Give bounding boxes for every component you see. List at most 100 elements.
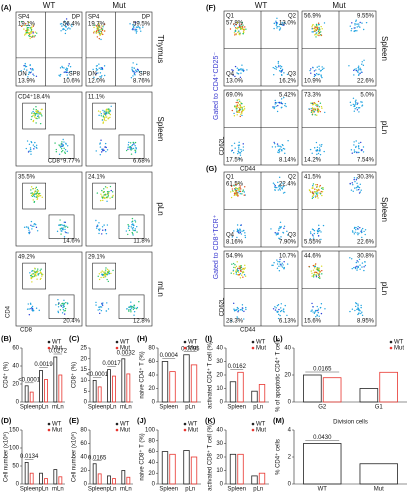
event-dot xyxy=(136,30,138,33)
event-dot xyxy=(101,189,103,192)
event-dot xyxy=(98,114,100,117)
event-dot xyxy=(60,305,63,307)
bar xyxy=(44,379,48,403)
event-dot xyxy=(107,118,109,120)
gate xyxy=(118,294,145,319)
event-dot xyxy=(354,151,356,153)
event-dot xyxy=(30,32,32,34)
event-dot xyxy=(315,141,318,144)
event-dot xyxy=(99,76,101,78)
bar xyxy=(53,469,58,485)
panel-label: (F) xyxy=(206,3,216,12)
y-tick-label: 40 xyxy=(148,373,155,379)
event-dot xyxy=(132,306,135,309)
event-dot xyxy=(363,269,365,272)
event-dot xyxy=(350,104,352,107)
event-dot xyxy=(284,22,286,24)
event-dot xyxy=(232,74,234,76)
y-axis-label: CD8⁺ (%) xyxy=(71,362,78,388)
legend-marker xyxy=(115,422,119,426)
event-dot xyxy=(110,105,112,107)
event-dot xyxy=(283,225,286,228)
event-dot xyxy=(319,277,321,280)
event-dot xyxy=(274,189,276,191)
legend-marker xyxy=(389,340,393,344)
event-dot xyxy=(310,72,312,74)
event-dot xyxy=(133,311,136,313)
event-dot xyxy=(276,17,278,20)
event-dot xyxy=(64,152,67,155)
event-dot xyxy=(311,114,314,116)
event-dot xyxy=(308,108,310,110)
event-dot xyxy=(273,27,275,30)
bar xyxy=(190,364,198,403)
event-dot xyxy=(351,22,353,24)
event-dot xyxy=(244,236,247,239)
event-dot xyxy=(317,192,319,194)
event-dot xyxy=(275,24,278,27)
event-dot xyxy=(319,144,321,146)
event-dot xyxy=(274,185,276,187)
event-dot xyxy=(320,190,323,193)
event-dot xyxy=(353,266,355,269)
event-dot xyxy=(61,22,63,25)
event-dot xyxy=(132,143,134,146)
event-dot xyxy=(102,271,105,273)
event-dot xyxy=(112,269,114,272)
population-label: 56.9% xyxy=(304,14,322,20)
event-dot xyxy=(356,265,358,268)
event-dot xyxy=(278,270,281,272)
event-dot xyxy=(321,76,323,79)
legend-marker xyxy=(183,346,187,350)
event-dot xyxy=(358,258,361,261)
event-dot xyxy=(316,305,318,308)
event-dot xyxy=(104,115,107,117)
event-dot xyxy=(318,189,320,191)
event-dot xyxy=(320,34,323,36)
event-dot xyxy=(25,65,28,68)
event-dot xyxy=(280,265,282,267)
event-dot xyxy=(107,192,109,195)
population-label: 8.14% xyxy=(279,158,297,164)
event-dot xyxy=(29,68,32,70)
population-label: DP xyxy=(142,15,150,21)
event-dot xyxy=(33,193,36,195)
event-dot xyxy=(273,261,275,264)
event-dot xyxy=(353,144,355,146)
population-label: 7.54% xyxy=(357,158,375,164)
event-dot xyxy=(279,27,282,29)
event-dot xyxy=(234,188,237,190)
event-dot xyxy=(20,70,22,72)
event-dot xyxy=(361,101,363,103)
event-dot xyxy=(356,189,358,191)
event-dot xyxy=(245,28,247,30)
event-dot xyxy=(242,31,245,33)
event-dot xyxy=(311,107,314,109)
population-label: 56.4% xyxy=(63,22,81,28)
event-dot xyxy=(32,110,34,113)
event-dot xyxy=(34,191,36,193)
event-dot xyxy=(134,21,137,24)
event-dot xyxy=(237,267,239,269)
event-dot xyxy=(236,236,238,239)
event-dot xyxy=(313,267,316,269)
event-dot xyxy=(315,315,317,318)
event-dot xyxy=(281,24,284,26)
event-dot xyxy=(352,97,355,99)
event-dot xyxy=(32,34,34,37)
event-dot xyxy=(234,105,236,107)
event-dot xyxy=(134,219,136,222)
event-dot xyxy=(315,72,318,75)
event-dot xyxy=(237,111,239,113)
event-dot xyxy=(23,28,25,30)
event-dot xyxy=(238,106,240,109)
event-dot xyxy=(310,111,313,114)
event-dot xyxy=(280,102,283,105)
event-dot xyxy=(357,69,360,71)
event-dot xyxy=(319,153,322,156)
event-dot xyxy=(318,68,320,70)
event-dot xyxy=(66,69,68,72)
event-dot xyxy=(134,229,136,232)
event-dot xyxy=(99,29,101,31)
event-dot xyxy=(280,65,283,68)
